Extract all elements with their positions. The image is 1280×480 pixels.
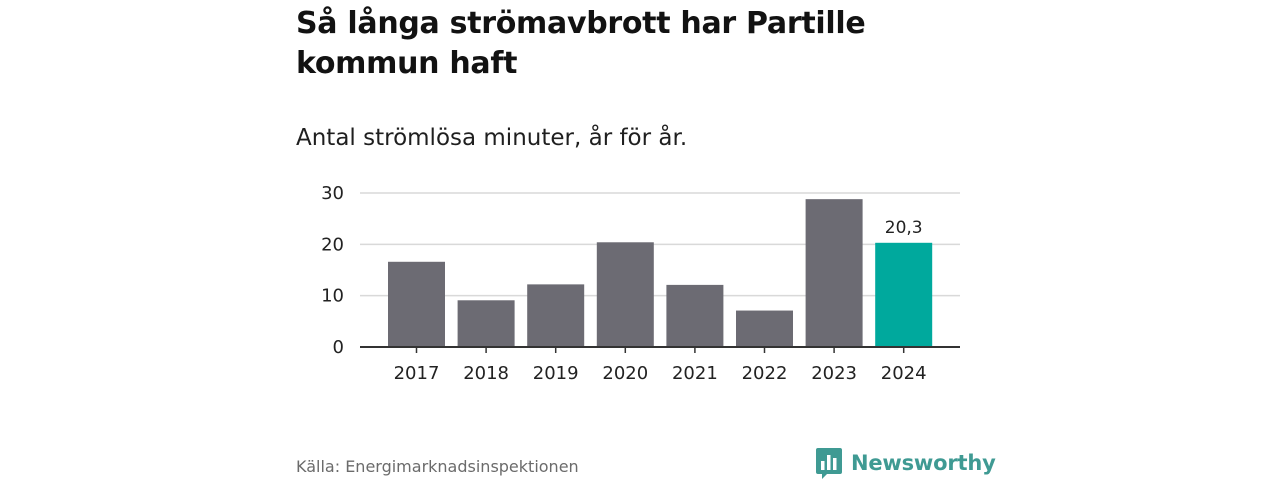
y-tick-label: 30 — [321, 183, 344, 204]
x-tick-label: 2024 — [881, 363, 927, 384]
x-tick-label: 2021 — [672, 363, 718, 384]
gridlines — [360, 192, 960, 297]
data-label: 20,3 — [885, 218, 923, 238]
bar-2021 — [666, 284, 724, 347]
y-tick-label: 0 — [333, 337, 344, 358]
brand-name: Newsworthy — [851, 451, 996, 475]
x-axis-ticks: 2017 2018 2019 2020 2021 2022 2023 2024 — [394, 347, 927, 384]
newsworthy-logo-icon — [816, 448, 842, 479]
x-tick-label: 2023 — [811, 363, 857, 384]
chart-subtitle: Antal strömlösa minuter, år för år. — [296, 125, 688, 151]
y-tick-label: 10 — [321, 286, 344, 307]
bar-2024 — [875, 242, 933, 347]
bar-2018 — [457, 300, 515, 347]
y-axis-ticks: 0 10 20 30 — [321, 183, 344, 358]
bars — [388, 199, 933, 347]
source-note: Källa: Energimarknadsinspektionen — [296, 457, 579, 476]
x-tick-label: 2022 — [742, 363, 788, 384]
brand-logo[interactable]: Newsworthy — [815, 446, 996, 480]
bar-2022 — [736, 310, 793, 347]
x-tick-label: 2019 — [533, 363, 579, 384]
y-tick-label: 20 — [321, 234, 344, 255]
bar-2023 — [805, 199, 863, 347]
x-tick-label: 2018 — [463, 363, 509, 384]
x-tick-label: 2020 — [602, 363, 648, 384]
bar-2020 — [596, 242, 654, 347]
chart-title: Så långa strömavbrott har Partille kommu… — [296, 6, 866, 81]
x-tick-label: 2017 — [394, 363, 440, 384]
data-labels: 20,3 — [885, 218, 923, 238]
bar-2017 — [388, 261, 445, 347]
bar-2019 — [527, 284, 585, 347]
